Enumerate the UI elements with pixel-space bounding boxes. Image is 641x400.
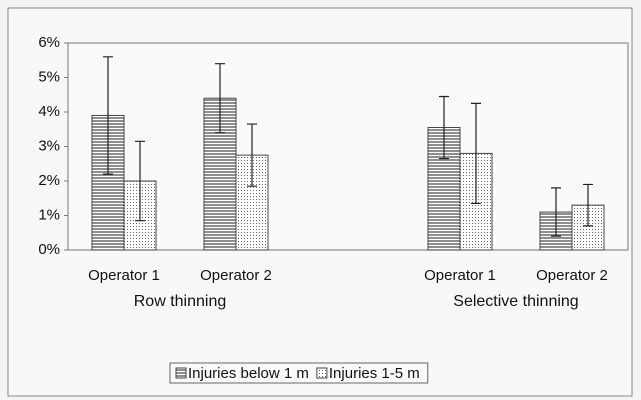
error-bar bbox=[215, 63, 225, 134]
error-bar bbox=[247, 123, 257, 187]
y-tick-label: 2% bbox=[38, 172, 60, 189]
y-tick-label: 1% bbox=[38, 206, 60, 223]
error-bar bbox=[103, 56, 113, 175]
y-tick-label: 3% bbox=[38, 137, 60, 154]
legend-swatch bbox=[175, 367, 187, 379]
y-tick-label: 0% bbox=[38, 241, 60, 258]
x-tick-label: Operator 1 bbox=[88, 267, 160, 284]
error-bar bbox=[471, 102, 481, 205]
error-bar bbox=[439, 95, 449, 160]
error-bar bbox=[135, 140, 145, 222]
error-bar bbox=[583, 183, 593, 227]
y-tick-label: 4% bbox=[38, 103, 60, 120]
x-tick-label: Operator 2 bbox=[200, 267, 272, 284]
y-tick-label: 5% bbox=[38, 68, 60, 85]
group-label: Row thinning bbox=[134, 293, 227, 310]
legend-label: Injuries below 1 m bbox=[188, 365, 309, 382]
y-tick-label: 6% bbox=[38, 34, 60, 51]
legend-box bbox=[169, 362, 429, 384]
legend-swatch bbox=[316, 367, 328, 379]
error-bar bbox=[551, 187, 561, 237]
legend-label: Injuries 1-5 m bbox=[329, 365, 420, 382]
x-tick-label: Operator 2 bbox=[536, 267, 608, 284]
group-label: Selective thinning bbox=[453, 293, 578, 310]
x-tick-label: Operator 1 bbox=[424, 267, 496, 284]
plot-area bbox=[67, 42, 629, 251]
